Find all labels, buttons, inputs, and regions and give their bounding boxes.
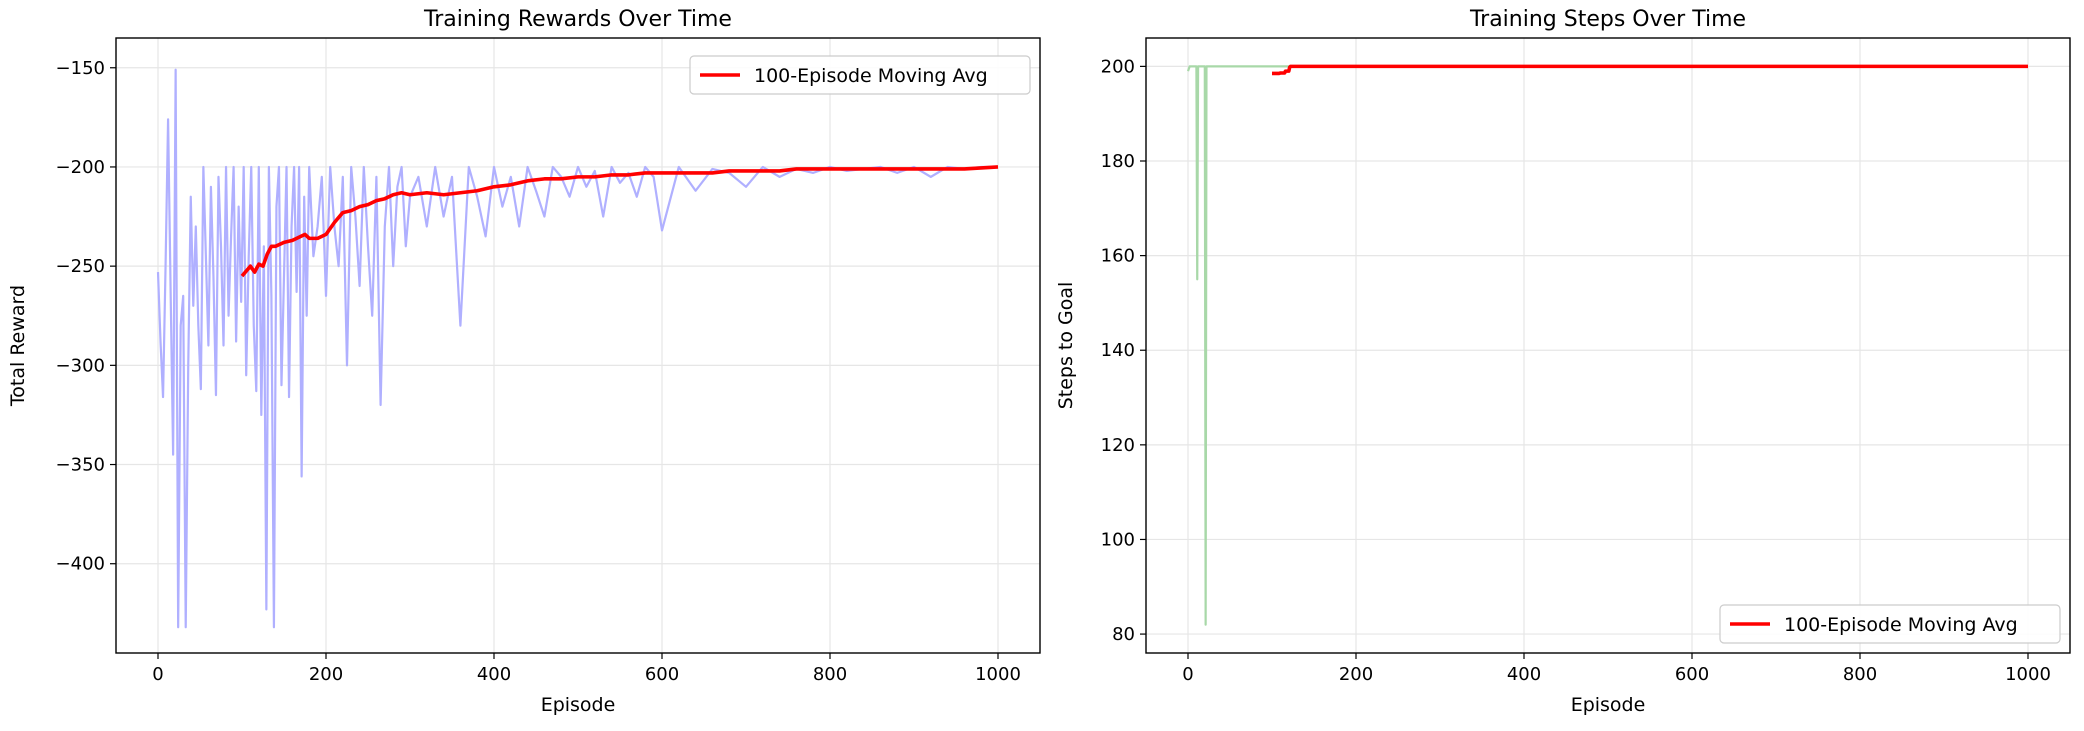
legend: 100-Episode Moving Avg xyxy=(689,55,1031,95)
y-tick-label: −250 xyxy=(56,256,105,277)
plot-area xyxy=(1146,38,2070,653)
y-axis-label: Total Reward xyxy=(7,285,29,407)
y-tick-label: 160 xyxy=(1101,246,1135,267)
x-tick-label: 200 xyxy=(309,664,343,685)
x-axis-label: Episode xyxy=(541,694,616,716)
y-tick-label: 200 xyxy=(1101,56,1135,77)
y-tick-label: −200 xyxy=(56,157,105,178)
x-axis-label: Episode xyxy=(1571,694,1646,716)
series-line-raw xyxy=(156,68,998,629)
legend-entry: 100-Episode Moving Avg xyxy=(1784,614,2018,636)
x-tick-label: 0 xyxy=(1182,664,1193,685)
y-tick-label: 180 xyxy=(1101,151,1135,172)
x-tick-label: 1000 xyxy=(975,664,1021,685)
y-tick-label: 80 xyxy=(1112,624,1135,645)
axes-frame xyxy=(1145,37,2071,654)
x-tick-label: 1000 xyxy=(2005,664,2051,685)
chart-panel-1: 0 200 400 600 800 1000 −400 −350 −300 −250 −200 −15… xyxy=(7,7,1041,716)
chart-panel-2: 0 200 400 600 800 1000 80 100 120 140 160 180 200 Tra… xyxy=(1055,7,2071,716)
axes-frame xyxy=(115,37,1041,654)
y-tick-label: −350 xyxy=(56,455,105,476)
y-tick-label: −150 xyxy=(56,58,105,79)
x-tick-label: 800 xyxy=(1843,664,1877,685)
y-tick-label: 140 xyxy=(1101,340,1135,361)
y-tick-label: −300 xyxy=(56,355,105,376)
y-tick-label: 100 xyxy=(1101,529,1135,550)
y-tick-label: 120 xyxy=(1101,435,1135,456)
legend: 100-Episode Moving Avg xyxy=(1719,604,2061,644)
x-tick-label: 400 xyxy=(477,664,511,685)
chart-title: Training Steps Over Time xyxy=(1469,7,1746,32)
series-line-moving-avg xyxy=(1272,64,2028,76)
plot-area xyxy=(116,38,1040,653)
chart-title: Training Rewards Over Time xyxy=(423,7,732,32)
y-axis-label: Steps to Goal xyxy=(1055,282,1077,410)
legend-entry: 100-Episode Moving Avg xyxy=(754,65,988,87)
x-tick-label: 0 xyxy=(152,664,163,685)
x-tick-label: 400 xyxy=(1507,664,1541,685)
legend-box xyxy=(1719,604,2061,644)
x-tick-label: 600 xyxy=(645,664,679,685)
legend-box xyxy=(689,55,1031,95)
x-tick-label: 600 xyxy=(1675,664,1709,685)
y-tick-label: −400 xyxy=(56,554,105,575)
series-line-raw xyxy=(1186,65,2028,626)
x-tick-label: 800 xyxy=(813,664,847,685)
series-line-moving-avg xyxy=(240,165,999,278)
x-tick-label: 200 xyxy=(1339,664,1373,685)
